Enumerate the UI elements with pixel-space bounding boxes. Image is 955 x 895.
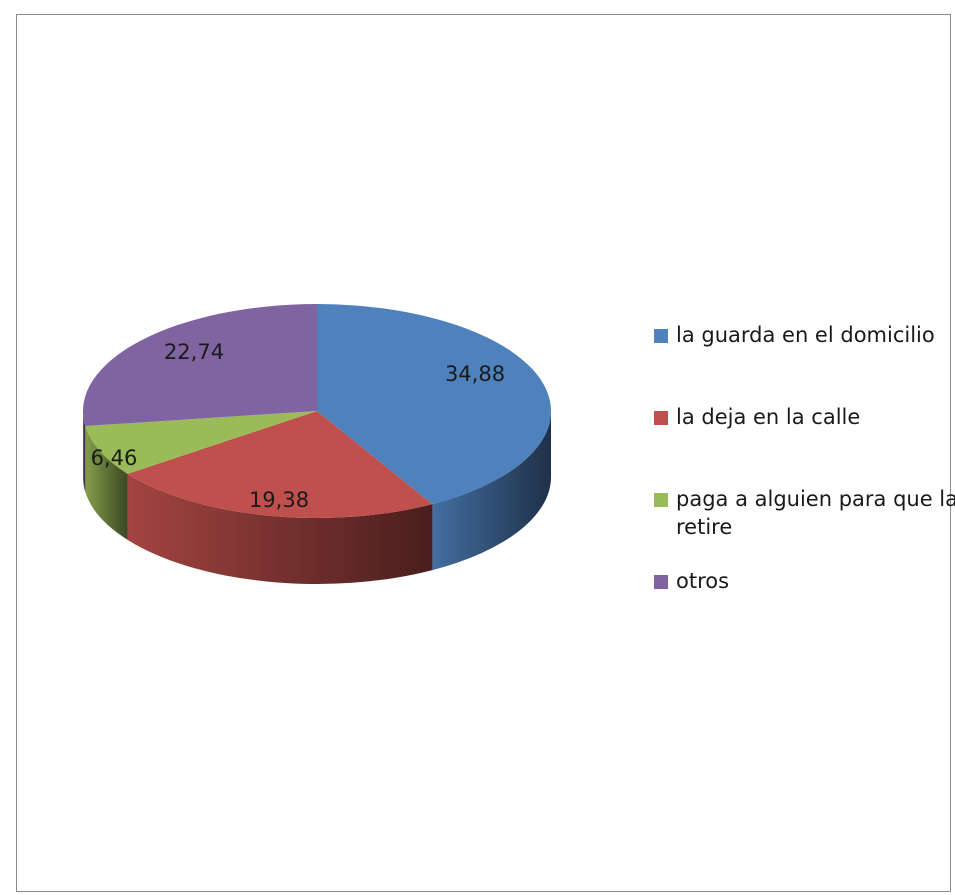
- chart-frame: 34,88 19,38 6,46 22,74 la guarda en el domi…: [16, 14, 955, 892]
- pie-sides: [83, 411, 551, 584]
- pie-data-label-1: 19,38: [249, 488, 309, 512]
- legend-swatch-1: [654, 411, 668, 425]
- legend-label-2: paga a alguien para que la retire: [676, 487, 955, 539]
- legend-item-2: paga a alguien para que la retire: [654, 485, 955, 541]
- pie-slice-0: [317, 304, 551, 505]
- legend-item-0: la guarda en el domicilio: [654, 321, 955, 349]
- pie-slice-3: [83, 304, 317, 427]
- legend-item-1: la deja en la calle: [654, 403, 955, 431]
- pie-slice-2: [85, 411, 317, 474]
- pie-side-0: [432, 411, 551, 571]
- legend-item-3: otros: [654, 567, 955, 595]
- pie-data-label-2: 6,46: [91, 446, 138, 470]
- pie-side-1: [127, 473, 433, 584]
- pie-top-slices: [83, 304, 551, 518]
- legend-swatch-0: [654, 329, 668, 343]
- legend-label-0: la guarda en el domicilio: [676, 323, 935, 347]
- pie-data-label-3: 22,74: [164, 340, 224, 364]
- pie-side-2: [85, 426, 128, 540]
- pie-data-label-0: 34,88: [445, 362, 505, 386]
- legend-label-3: otros: [676, 569, 730, 593]
- legend-swatch-2: [654, 493, 668, 507]
- pie-data-labels: 34,88 19,38 6,46 22,74: [91, 340, 505, 512]
- pie-chart: 34,88 19,38 6,46 22,74: [83, 304, 551, 584]
- legend-label-1: la deja en la calle: [676, 405, 861, 429]
- legend-swatch-3: [654, 575, 668, 589]
- pie-side-3: [83, 411, 86, 493]
- pie-slice-1: [127, 411, 433, 518]
